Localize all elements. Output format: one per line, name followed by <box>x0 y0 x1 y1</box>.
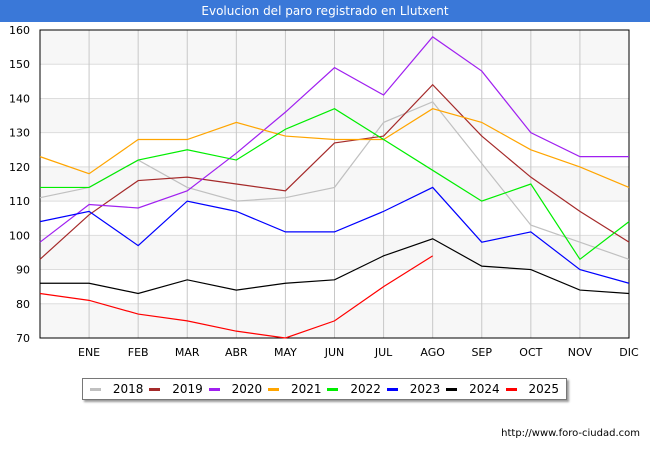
x-tick-label: ABR <box>225 346 248 359</box>
y-tick-label: 150 <box>9 58 30 71</box>
x-tick-label: DIC <box>619 346 639 359</box>
legend-swatch <box>446 387 458 391</box>
legend-swatch <box>327 387 339 391</box>
legend-item-2018: 2018 <box>89 382 144 396</box>
legend-item-2022: 2022 <box>327 382 381 396</box>
legend-item-2025: 2025 <box>505 382 560 396</box>
x-tick-label: ENE <box>78 346 100 359</box>
y-tick-label: 110 <box>9 195 30 208</box>
legend-label: 2025 <box>528 382 560 396</box>
footer-url: http://www.foro-ciudad.com <box>501 428 640 439</box>
x-tick-label: MAY <box>274 346 297 359</box>
y-tick-label: 100 <box>9 229 30 242</box>
legend-item-2024: 2024 <box>446 382 500 396</box>
legend-label: 2020 <box>231 382 263 396</box>
x-tick-label: SEP <box>471 346 492 359</box>
y-tick-label: 120 <box>9 161 30 174</box>
legend-swatch <box>149 387 161 391</box>
y-tick-label: 70 <box>16 332 30 345</box>
legend-label: 2019 <box>172 382 203 396</box>
legend-label: 2022 <box>350 382 381 396</box>
x-tick-label: FEB <box>128 346 149 359</box>
plot-border <box>39 29 630 339</box>
legend-swatch <box>268 387 280 391</box>
y-tick-label: 130 <box>9 127 30 140</box>
legend-label: 2024 <box>469 382 500 396</box>
x-tick-label: JUN <box>324 346 345 359</box>
legend-swatch <box>208 387 220 391</box>
legend: 2018 2019 2020 2021 2022 2023 2024 2025 <box>82 378 567 400</box>
legend-item-2021: 2021 <box>268 382 322 396</box>
legend-label: 2021 <box>291 382 322 396</box>
legend-swatch <box>386 387 398 391</box>
legend-label: 2018 <box>112 382 144 396</box>
chart-title: Evolucion del paro registrado en Llutxen… <box>0 0 650 22</box>
legend-item-2020: 2020 <box>208 382 263 396</box>
x-tick-label: AGO <box>420 346 445 359</box>
x-tick-label: NOV <box>568 346 593 359</box>
legend-swatch <box>505 387 517 391</box>
x-tick-label: MAR <box>175 346 200 359</box>
y-tick-label: 80 <box>16 298 30 311</box>
legend-item-2023: 2023 <box>386 382 441 396</box>
y-tick-label: 140 <box>9 92 30 105</box>
legend-swatch <box>89 387 101 391</box>
x-tick-label: JUL <box>374 346 393 359</box>
legend-label: 2023 <box>409 382 441 396</box>
legend-item-2019: 2019 <box>149 382 203 396</box>
x-tick-label: OCT <box>519 346 542 359</box>
y-tick-label: 160 <box>9 24 30 37</box>
y-tick-label: 90 <box>16 264 30 277</box>
